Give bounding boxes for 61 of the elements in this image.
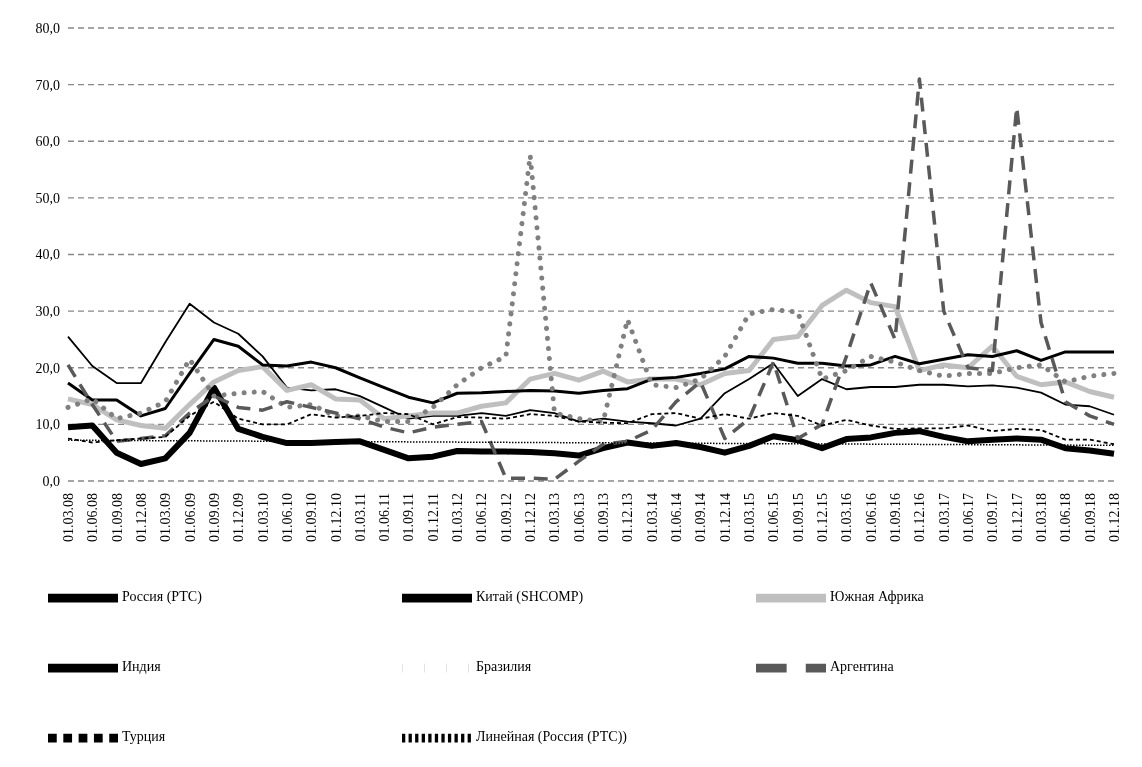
x-tick-label: 01.03.08: [60, 493, 76, 542]
legend-label: Китай (SHCOMP): [476, 588, 585, 607]
x-tick-label: 01.03.15: [742, 493, 758, 542]
legend-label: Южная Африка: [830, 588, 925, 607]
x-tick-label: 01.09.14: [693, 493, 709, 542]
x-tick-label: 01.03.10: [255, 493, 271, 542]
x-tick-label: 01.09.13: [596, 493, 612, 542]
x-tick-label: 01.06.13: [571, 493, 587, 542]
x-tick-label: 01.06.12: [474, 493, 490, 542]
x-tick-label: 01.03.09: [158, 493, 174, 542]
x-tick-label: 01.03.11: [352, 493, 368, 542]
y-tick-label: 80,0: [35, 20, 60, 36]
x-tick-label: 01.09.10: [304, 493, 320, 542]
x-tick-label: 01.06.14: [669, 493, 685, 542]
x-tick-label: 01.09.17: [985, 493, 1001, 542]
x-tick-label: 01.03.12: [450, 493, 466, 542]
legend-label: Индия: [122, 658, 162, 677]
y-tick-label: 40,0: [35, 247, 60, 263]
x-tick-label: 01.06.10: [279, 493, 295, 542]
x-tick-label: 01.03.16: [839, 493, 855, 542]
legend-label: Бразилия: [476, 658, 533, 677]
legend-label: Турция: [122, 728, 167, 747]
x-tick-label: 01.09.15: [790, 493, 806, 542]
x-tick-label: 01.06.17: [960, 493, 976, 542]
y-tick-label: 20,0: [35, 360, 60, 376]
x-tick-label: 01.12.11: [425, 493, 441, 542]
y-tick-label: 0,0: [42, 473, 60, 489]
x-tick-label: 01.06.16: [863, 493, 879, 542]
x-tick-label: 01.06.11: [377, 493, 393, 542]
x-tick-label: 01.12.15: [815, 493, 831, 542]
y-tick-label: 10,0: [35, 417, 60, 433]
x-tick-label: 01.03.14: [644, 493, 660, 542]
x-tick-label: 01.12.08: [133, 493, 149, 542]
x-tick-label: 01.06.15: [766, 493, 782, 542]
x-tick-label: 01.12.16: [912, 493, 928, 542]
x-tick-label: 01.12.13: [620, 493, 636, 542]
legend-label: Линейная (Россия (РТС)): [476, 728, 628, 747]
x-tick-label: 01.09.16: [888, 493, 904, 542]
legend-label: Россия (РТС): [122, 588, 203, 607]
x-tick-label: 01.03.17: [936, 493, 952, 542]
x-tick-label: 01.12.09: [231, 493, 247, 542]
x-tick-label: 01.09.11: [401, 493, 417, 542]
legend-label: Аргентина: [830, 658, 895, 677]
x-tick-label: 01.12.18: [1106, 493, 1122, 542]
x-tick-label: 01.12.17: [1009, 493, 1025, 542]
y-tick-label: 60,0: [35, 134, 60, 150]
x-tick-label: 01.03.18: [1033, 493, 1049, 542]
x-tick-label: 01.06.08: [85, 493, 101, 542]
x-tick-label: 01.09.09: [206, 493, 222, 542]
x-tick-label: 01.09.12: [498, 493, 514, 542]
x-tick-label: 01.12.12: [523, 493, 539, 542]
x-tick-label: 01.09.08: [109, 493, 125, 542]
x-tick-label: 01.06.09: [182, 493, 198, 542]
y-tick-label: 50,0: [35, 190, 60, 206]
x-tick-label: 01.09.18: [1082, 493, 1098, 542]
y-tick-label: 30,0: [35, 304, 60, 320]
x-tick-label: 01.12.10: [328, 493, 344, 542]
x-tick-label: 01.06.18: [1058, 493, 1074, 542]
x-tick-label: 01.03.13: [547, 493, 563, 542]
y-tick-label: 70,0: [35, 77, 60, 93]
x-tick-label: 01.12.14: [717, 493, 733, 542]
